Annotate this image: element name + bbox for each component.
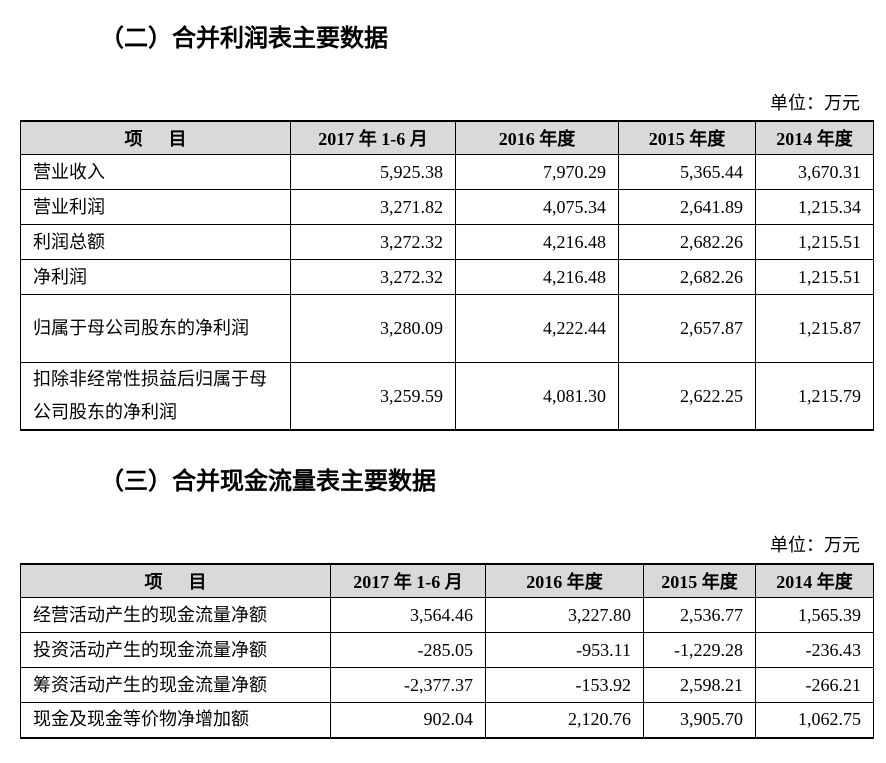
table-row: 净利润 3,272.32 4,216.48 2,682.26 1,215.51 — [20, 259, 874, 295]
value-cell: -285.05 — [330, 632, 486, 668]
header-cell: 2017 年 1-6 月 — [330, 564, 486, 598]
data-table: 项 目 2017 年 1-6 月 2016 年度 2015 年度 2014 年度 经营活动… — [20, 563, 874, 739]
data-table: 项 目 2017 年 1-6 月 2016 年度 2015 年度 2014 年度 营业收入… — [20, 120, 874, 431]
table-row: 营业收入 5,925.38 7,970.29 5,365.44 3,670.31 — [20, 154, 874, 190]
value-cell: 1,215.34 — [755, 189, 874, 225]
header-row: 项 目 2017 年 1-6 月 2016 年度 2015 年度 2014 年度 — [20, 121, 874, 155]
value-cell: 3,271.82 — [290, 189, 456, 225]
header-cell: 项 目 — [20, 564, 331, 598]
table-row: 营业利润 3,271.82 4,075.34 2,641.89 1,215.34 — [20, 189, 874, 225]
value-cell: 4,216.48 — [455, 259, 619, 295]
table-row: 投资活动产生的现金流量净额 -285.05 -953.11 -1,229.28 -236… — [20, 632, 874, 668]
value-cell: 4,081.30 — [455, 362, 619, 431]
header-row: 项 目 2017 年 1-6 月 2016 年度 2015 年度 2014 年度 — [20, 564, 874, 598]
header-cell: 2015 年度 — [618, 121, 756, 155]
value-cell: -953.11 — [485, 632, 644, 668]
value-cell: 4,216.48 — [455, 224, 619, 260]
value-cell: -153.92 — [485, 667, 644, 703]
value-cell: 1,215.51 — [755, 224, 874, 260]
value-cell: 3,227.80 — [485, 597, 644, 633]
unit-label: 单位：万元 — [770, 93, 860, 113]
header-cell: 项 目 — [20, 121, 291, 155]
table-row: 扣除非经常性损益后归属于母公司股东的净利润 3,259.59 4,081.30 2,6… — [20, 362, 874, 431]
unit-label: 单位：万元 — [770, 535, 860, 555]
header-cell: 2015 年度 — [643, 564, 756, 598]
value-cell: 1,215.87 — [755, 294, 874, 363]
header-cell: 2016 年度 — [485, 564, 644, 598]
value-cell: 3,272.32 — [290, 259, 456, 295]
value-cell: -1,229.28 — [643, 632, 756, 668]
row-label: 经营活动产生的现金流量净额 — [20, 597, 331, 633]
row-label: 现金及现金等价物净增加额 — [20, 702, 331, 738]
value-cell: 2,641.89 — [618, 189, 756, 225]
value-cell: 1,215.51 — [755, 259, 874, 295]
row-label: 归属于母公司股东的净利润 — [20, 294, 291, 363]
value-cell: 2,536.77 — [643, 597, 756, 633]
value-cell: 2,622.25 — [618, 362, 756, 431]
header-cell: 2014 年度 — [755, 564, 874, 598]
value-cell: 7,970.29 — [455, 154, 619, 190]
value-cell: 3,564.46 — [330, 597, 486, 633]
value-cell: 902.04 — [330, 702, 486, 738]
row-label: 净利润 — [20, 259, 291, 295]
value-cell: 1,062.75 — [755, 702, 874, 738]
section-title: （二）合并利润表主要数据 — [100, 24, 388, 52]
row-label: 利润总额 — [20, 224, 291, 260]
row-label: 筹资活动产生的现金流量净额 — [20, 667, 331, 703]
table-row: 筹资活动产生的现金流量净额 -2,377.37 -153.92 2,598.21 -26… — [20, 667, 874, 703]
header-cell: 2017 年 1-6 月 — [290, 121, 456, 155]
value-cell: 2,598.21 — [643, 667, 756, 703]
value-cell: 1,565.39 — [755, 597, 874, 633]
value-cell: 3,280.09 — [290, 294, 456, 363]
value-cell: -236.43 — [755, 632, 874, 668]
header-cell: 2016 年度 — [455, 121, 619, 155]
value-cell: 2,682.26 — [618, 224, 756, 260]
value-cell: -266.21 — [755, 667, 874, 703]
table-row: 利润总额 3,272.32 4,216.48 2,682.26 1,215.51 — [20, 224, 874, 260]
header-cell: 2014 年度 — [755, 121, 874, 155]
value-cell: 1,215.79 — [755, 362, 874, 431]
value-cell: 3,259.59 — [290, 362, 456, 431]
value-cell: 2,120.76 — [485, 702, 644, 738]
row-label: 营业收入 — [20, 154, 291, 190]
row-label: 投资活动产生的现金流量净额 — [20, 632, 331, 668]
value-cell: 4,222.44 — [455, 294, 619, 363]
value-cell: 3,272.32 — [290, 224, 456, 260]
value-cell: -2,377.37 — [330, 667, 486, 703]
row-label: 扣除非经常性损益后归属于母公司股东的净利润 — [20, 362, 291, 431]
row-label: 营业利润 — [20, 189, 291, 225]
table-row: 经营活动产生的现金流量净额 3,564.46 3,227.80 2,536.77 1,5… — [20, 597, 874, 633]
value-cell: 4,075.34 — [455, 189, 619, 225]
value-cell: 3,905.70 — [643, 702, 756, 738]
value-cell: 5,925.38 — [290, 154, 456, 190]
value-cell: 2,682.26 — [618, 259, 756, 295]
table-row: 归属于母公司股东的净利润 3,280.09 4,222.44 2,657.87 1,21… — [20, 294, 874, 363]
section-title: （三）合并现金流量表主要数据 — [100, 467, 436, 495]
value-cell: 5,365.44 — [618, 154, 756, 190]
value-cell: 2,657.87 — [618, 294, 756, 363]
table-row: 现金及现金等价物净增加额 902.04 2,120.76 3,905.70 1,062.… — [20, 702, 874, 738]
value-cell: 3,670.31 — [755, 154, 874, 190]
